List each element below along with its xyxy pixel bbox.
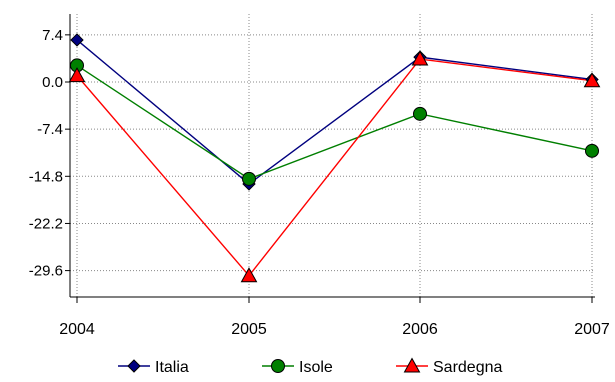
y-tick-label: 0.0 [42,74,63,91]
x-tick-label: 2007 [574,321,610,338]
data-point-isole [585,143,599,158]
y-tick-label: -7.4 [37,121,63,138]
y-tick-label: -14.8 [29,168,63,185]
legend: Italia Isole Sardegna [118,357,502,376]
series-line-isole [76,64,593,180]
data-point-sardegna [240,267,258,283]
legend-marker-isole [271,359,285,373]
legend-marker-sardegna [403,357,421,373]
y-tick-label: -29.6 [29,263,63,280]
series-lines [68,33,601,283]
gridlines [70,14,593,297]
y-tick-label: 7.4 [42,27,63,44]
data-point-sardegna [583,72,601,88]
y-tick-label: -22.2 [29,215,63,232]
legend-label-isole: Isole [299,359,333,376]
data-point-sardegna [411,50,429,66]
legend-label-italia: Italia [155,359,189,376]
x-tick-label: 2006 [402,321,438,338]
x-tick-label: 2005 [231,321,267,338]
data-point-italia [70,33,84,47]
series-line-italia [76,39,593,185]
legend-marker-italia [127,359,141,373]
data-point-sardegna [68,67,86,83]
series-line-sardegna [76,58,593,277]
data-point-isole [242,171,256,186]
legend-label-sardegna: Sardegna [433,359,502,376]
axes: 7.4 0.0 -7.4 -14.8 -22.2 -29.6 2004 2005 2006 200… [29,14,610,338]
data-point-isole [413,106,427,121]
x-tick-label: 2004 [59,321,95,338]
